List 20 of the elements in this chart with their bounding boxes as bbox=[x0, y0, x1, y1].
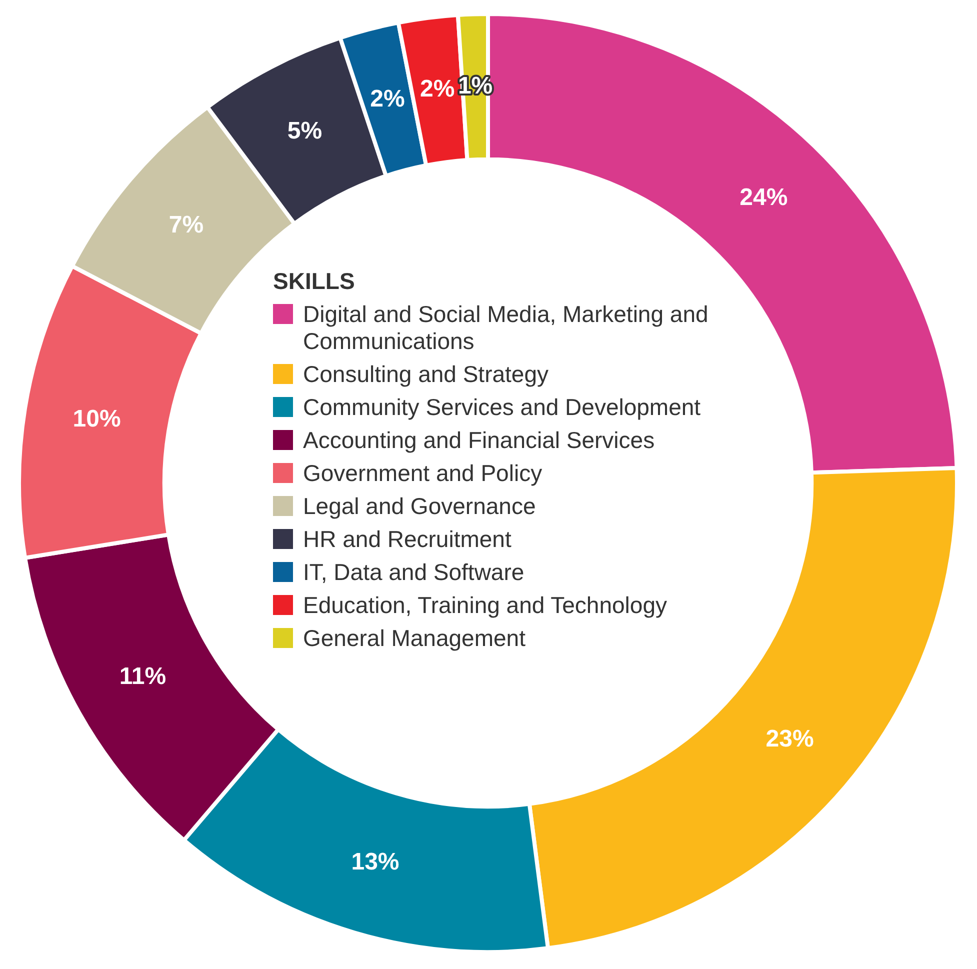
data-label: 5% bbox=[287, 117, 322, 144]
legend-label: Accounting and Financial Services bbox=[303, 427, 655, 454]
data-label: 7% bbox=[168, 212, 204, 239]
legend-label: General Management bbox=[303, 625, 526, 652]
legend-label: Government and Policy bbox=[303, 460, 542, 487]
data-label: 10% bbox=[72, 405, 121, 432]
legend-label: Digital and Social Media, Marketing and Communications bbox=[303, 301, 710, 355]
data-label: 2% bbox=[420, 76, 455, 103]
legend-label: Community Services and Development bbox=[303, 394, 701, 421]
legend-label: Consulting and Strategy bbox=[303, 361, 548, 388]
legend-label: IT, Data and Software bbox=[303, 559, 524, 586]
legend-label: Legal and Governance bbox=[303, 493, 536, 520]
legend-label: Education, Training and Technology bbox=[303, 592, 668, 619]
data-label: 13% bbox=[351, 848, 400, 876]
data-label: 23% bbox=[766, 726, 814, 753]
data-label: 24% bbox=[740, 184, 788, 211]
legend-label: HR and Recruitment bbox=[303, 526, 512, 553]
legend-title: SKILLS bbox=[273, 268, 356, 295]
data-label: 11% bbox=[119, 663, 166, 690]
data-label: 2% bbox=[370, 85, 405, 112]
